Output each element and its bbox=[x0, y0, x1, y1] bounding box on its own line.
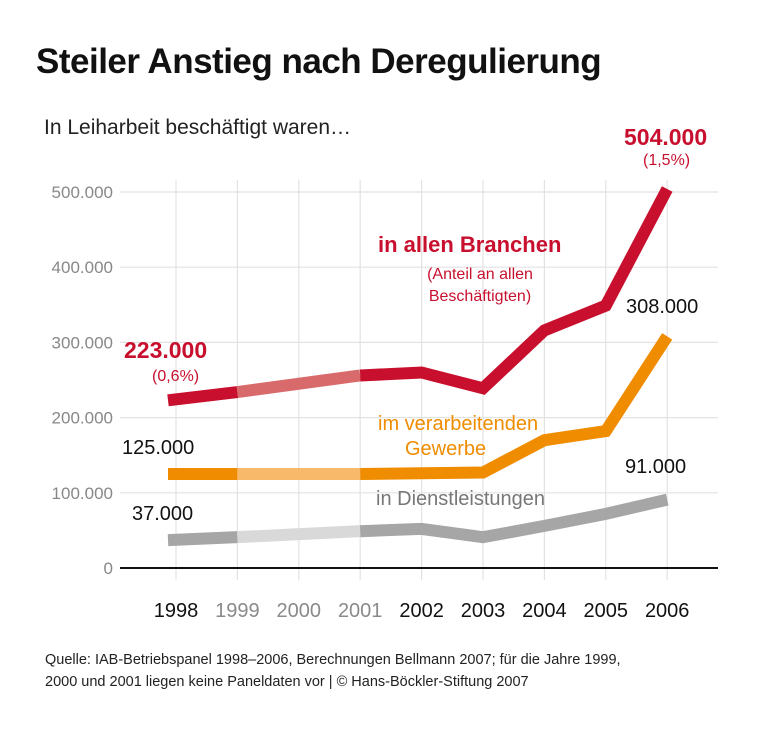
x-tick-label: 2002 bbox=[399, 600, 444, 622]
end-share-all: (1,5%) bbox=[643, 152, 691, 169]
series-line-0-measured bbox=[359, 186, 673, 395]
series-line-0-interpolated bbox=[236, 369, 362, 398]
series-line-2-interpolated bbox=[237, 525, 361, 544]
x-tick-label: 2004 bbox=[522, 600, 567, 622]
series-label-all: in allen Branchen bbox=[378, 232, 562, 257]
chart-subtitle: In Leiharbeit beschäftigt waren… bbox=[44, 116, 352, 139]
source-line-2: 2000 und 2001 liegen keine Paneldaten vo… bbox=[45, 674, 529, 690]
series-line-2-measured bbox=[359, 493, 669, 544]
y-tick-label: 200.000 bbox=[52, 409, 113, 428]
y-tick-label: 500.000 bbox=[52, 183, 113, 202]
end-label-all: 504.000 bbox=[624, 124, 708, 150]
x-tick-label: 2005 bbox=[584, 600, 629, 622]
x-tick-label: 2001 bbox=[338, 600, 383, 622]
end-label-services: 91.000 bbox=[625, 456, 687, 478]
series-label-manufacturing-2: Gewerbe bbox=[405, 438, 487, 460]
series-line-1-measured bbox=[360, 333, 673, 480]
y-tick-label: 400.000 bbox=[52, 258, 113, 277]
start-share-all: (0,6%) bbox=[152, 368, 200, 385]
x-tick-label: 1998 bbox=[154, 600, 199, 622]
series-line-2-measured-start bbox=[167, 531, 238, 547]
start-label-all: 223.000 bbox=[124, 337, 208, 363]
x-tick-label: 2003 bbox=[461, 600, 506, 622]
start-label-services: 37.000 bbox=[132, 503, 194, 525]
y-tick-label: 0 bbox=[104, 559, 113, 578]
x-tick-label: 2000 bbox=[277, 600, 322, 622]
series-label-manufacturing-1: im verarbeitenden bbox=[378, 413, 539, 435]
series-note-all: (Anteil an allen Beschäftigten) bbox=[427, 266, 533, 305]
y-tick-label: 300.000 bbox=[52, 333, 113, 352]
x-tick-label: 2006 bbox=[645, 600, 690, 622]
source-line-1: Quelle: IAB-Betriebspanel 1998–2006, Ber… bbox=[45, 652, 621, 668]
x-tick-label: 1999 bbox=[215, 600, 260, 622]
series-label-services: in Dienstleistungen bbox=[376, 488, 545, 510]
chart-title: Steiler Anstieg nach Deregulierung bbox=[36, 42, 602, 81]
series-line-0-measured-start bbox=[167, 386, 239, 407]
start-label-manufacturing: 125.000 bbox=[122, 437, 195, 459]
y-tick-label: 100.000 bbox=[52, 484, 113, 503]
end-label-manufacturing: 308.000 bbox=[626, 296, 699, 318]
